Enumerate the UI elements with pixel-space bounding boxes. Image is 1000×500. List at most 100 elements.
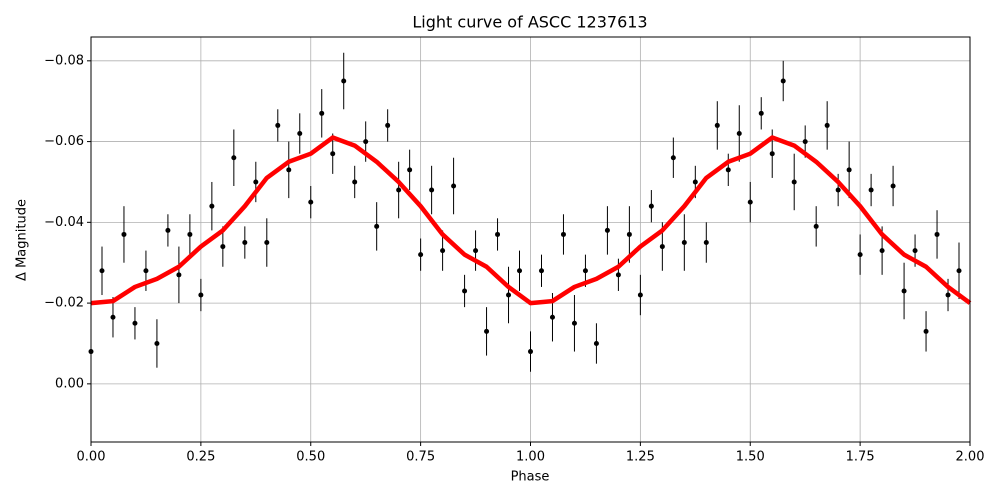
data-point <box>319 110 325 116</box>
chart-title: Light curve of ASCC 1237613 <box>412 13 647 32</box>
x-tick-label: 0.75 <box>406 450 435 465</box>
data-point <box>560 231 566 237</box>
data-point <box>462 288 468 294</box>
x-tick-label: 0.00 <box>77 450 106 465</box>
y-tick-label: 0.00 <box>55 376 84 391</box>
data-point <box>198 292 204 298</box>
data-point <box>681 240 687 246</box>
data-point <box>286 167 292 173</box>
data-point <box>758 110 764 116</box>
data-point <box>132 320 138 326</box>
x-tick-label: 0.25 <box>186 450 215 465</box>
data-point <box>363 139 369 145</box>
data-point <box>780 78 786 84</box>
data-point <box>440 248 446 254</box>
y-axis-label: Δ Magnitude <box>15 199 30 281</box>
y-tick-label: −0.08 <box>44 53 84 68</box>
data-point <box>824 122 830 128</box>
data-point <box>615 272 621 278</box>
data-point <box>714 122 720 128</box>
data-point <box>670 155 676 161</box>
data-point <box>528 349 533 355</box>
data-point <box>121 231 127 237</box>
y-tick-label: −0.02 <box>44 296 84 311</box>
data-point <box>220 244 226 250</box>
data-point <box>868 187 874 193</box>
x-tick-label: 2.00 <box>956 450 985 465</box>
data-point <box>857 252 863 258</box>
x-axis-label: Phase <box>511 470 550 485</box>
data-point <box>242 240 248 246</box>
data-point <box>209 203 215 209</box>
data-point <box>791 179 797 185</box>
data-point <box>901 288 907 294</box>
plot-frame <box>90 36 971 443</box>
data-point <box>538 268 544 274</box>
data-point <box>945 292 951 298</box>
data-point <box>231 155 237 161</box>
x-tick-label: 1.50 <box>736 450 765 465</box>
data-point <box>473 248 479 254</box>
data-point <box>352 179 358 185</box>
data-point <box>451 183 457 189</box>
data-point <box>275 122 281 128</box>
data-point <box>659 244 665 250</box>
data-point <box>253 179 259 185</box>
data-point <box>549 314 555 320</box>
data-point <box>110 314 116 320</box>
trend-line <box>90 135 972 306</box>
data-point <box>703 240 709 246</box>
data-point <box>604 227 610 233</box>
data-point <box>297 131 303 137</box>
data-point <box>418 252 424 258</box>
data-point <box>517 268 523 274</box>
data-point <box>956 268 962 274</box>
data-point <box>923 328 929 334</box>
data-point <box>506 292 512 298</box>
x-tick-label: 0.50 <box>296 450 325 465</box>
data-point <box>813 223 819 229</box>
x-tick-label: 1.75 <box>846 450 875 465</box>
y-tick-label: −0.06 <box>44 134 84 149</box>
data-point <box>308 199 314 205</box>
data-point <box>176 272 182 278</box>
data-point <box>264 240 270 246</box>
data-point <box>154 340 160 346</box>
data-point <box>571 320 577 326</box>
data-point <box>934 231 940 237</box>
data-point <box>165 227 171 233</box>
data-point <box>374 223 380 229</box>
data-point <box>626 231 632 237</box>
y-tick-label: −0.04 <box>44 215 84 230</box>
data-point <box>187 231 193 237</box>
data-point <box>725 167 731 173</box>
data-point <box>484 328 490 334</box>
data-point <box>835 187 841 193</box>
data-point <box>341 78 347 84</box>
x-tick-label: 1.00 <box>516 450 545 465</box>
data-point <box>890 183 896 189</box>
data-point <box>769 151 775 157</box>
data-point <box>912 248 918 254</box>
data-point <box>495 231 501 237</box>
data-point <box>692 179 698 185</box>
data-point <box>143 268 149 274</box>
data-point <box>385 122 391 128</box>
data-point <box>879 248 885 254</box>
data-point <box>736 131 742 137</box>
data-point <box>582 268 588 274</box>
data-point <box>99 268 105 274</box>
x-tick-label: 1.25 <box>626 450 655 465</box>
data-point <box>846 167 852 173</box>
data-point <box>802 139 808 145</box>
data-point <box>429 187 435 193</box>
data-point <box>637 292 643 298</box>
data-point <box>407 167 413 173</box>
data-point <box>330 151 336 157</box>
data-point <box>648 203 654 209</box>
data-point <box>593 340 599 346</box>
data-point <box>747 199 753 205</box>
data-point <box>396 187 402 193</box>
